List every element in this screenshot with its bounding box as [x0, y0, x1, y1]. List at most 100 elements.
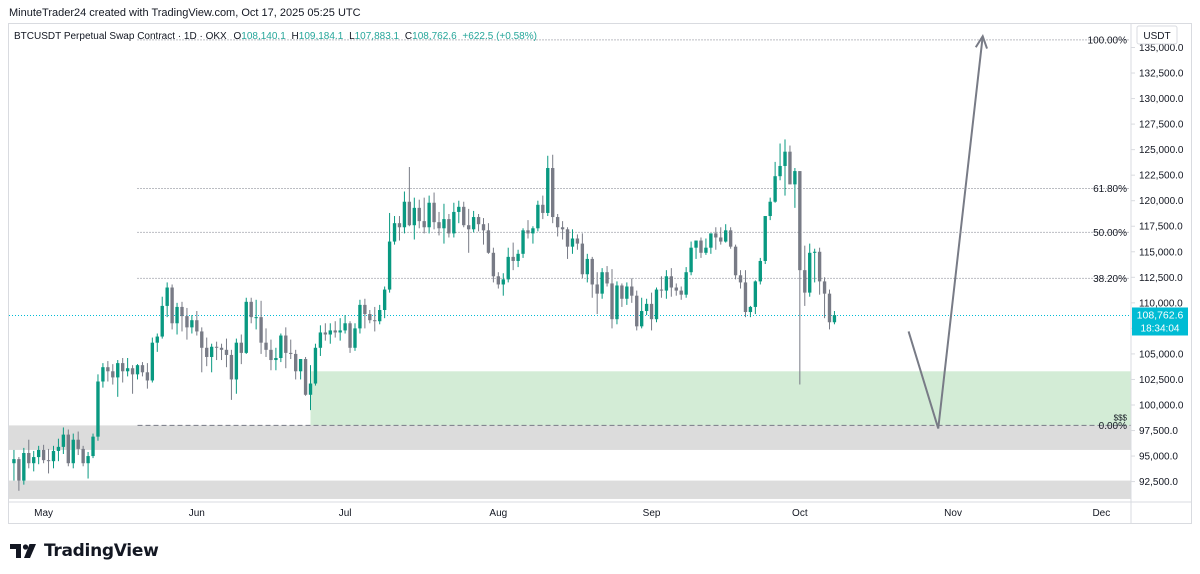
candle-body-38 — [200, 331, 204, 348]
candle-body-99 — [501, 279, 505, 285]
projection-arrowhead — [974, 33, 988, 49]
candle-body-79 — [402, 201, 407, 228]
x-tick-label-4: Sep — [643, 508, 661, 519]
candle-body-141 — [709, 233, 713, 248]
candle-body-117 — [590, 258, 594, 285]
zones-layer — [9, 371, 1132, 499]
candle-body-157 — [788, 151, 792, 185]
price-axis[interactable]: 92,500.0 95,000.0 97,500.0 100,000.0 102,500… — [1131, 43, 1184, 488]
candle-body-6 — [41, 449, 46, 461]
candle-body-107 — [541, 204, 545, 213]
candle-body-164 — [822, 281, 827, 294]
candle-body-19 — [106, 367, 110, 372]
candle-body-111 — [560, 227, 565, 230]
candle-body-58 — [298, 359, 303, 372]
candle-body-106 — [536, 204, 540, 229]
x-tick-label-6: Nov — [944, 508, 962, 519]
candle-body-36 — [190, 320, 194, 328]
candle-body-49 — [254, 317, 258, 319]
current-price-value: 108,762.6 — [1137, 309, 1184, 321]
candle-body-56 — [289, 352, 293, 354]
candle-body-82 — [417, 207, 421, 222]
currency-label: USDT — [1143, 31, 1170, 42]
candle-body-60 — [308, 383, 313, 395]
exchange-label: OKX — [206, 31, 227, 42]
candle-body-70 — [358, 304, 362, 329]
candle-body-155 — [778, 165, 782, 177]
tradingview-brand[interactable]: TradingView — [10, 540, 159, 562]
candle-body-116 — [585, 258, 589, 275]
candle-body-35 — [185, 316, 189, 328]
candle-body-95 — [481, 224, 486, 231]
candle-body-136 — [684, 272, 688, 295]
candle-body-53 — [274, 358, 278, 361]
candle-body-50 — [259, 317, 263, 343]
candle-body-25 — [135, 365, 140, 375]
candle-body-21 — [116, 363, 120, 378]
candle-body-145 — [728, 230, 733, 247]
candle-body-67 — [343, 323, 347, 331]
legend-change: +622.5 (+0.58%) — [462, 31, 537, 42]
candle-body-63 — [323, 332, 328, 335]
x-tick-label-7: Dec — [1092, 508, 1110, 519]
candle-body-15 — [86, 456, 90, 464]
candle-body-27 — [145, 372, 150, 381]
candle-body-124 — [625, 286, 629, 299]
time-axis[interactable]: May Jun Jul Aug Sep Oct Nov Dec — [34, 508, 1110, 519]
candle-body-68 — [348, 323, 352, 348]
y-tick-label-7: 110,000.0 — [1139, 298, 1183, 309]
candle-body-24 — [130, 368, 135, 375]
candle-body-43 — [224, 349, 229, 355]
liquidity-label: $$$ — [1114, 413, 1128, 422]
symbol-name: BTCUSDT Perpetual Swap Contract — [14, 31, 175, 42]
candle-body-126 — [635, 295, 639, 327]
candle-body-122 — [615, 285, 619, 320]
candle-body-118 — [595, 284, 599, 294]
candle-body-74 — [378, 309, 382, 322]
candle-body-119 — [600, 272, 604, 294]
candle-body-100 — [506, 256, 510, 280]
candle-body-161 — [808, 252, 812, 293]
candle-body-42 — [219, 347, 224, 350]
fib-label-4: 0.00% — [1099, 421, 1127, 432]
candle-body-12 — [71, 439, 75, 464]
candle-body-94 — [476, 217, 481, 225]
candle-body-86 — [437, 222, 441, 229]
candle-body-93 — [471, 217, 476, 230]
candle-body-123 — [620, 285, 624, 299]
candle-body-55 — [284, 335, 288, 353]
candle-body-97 — [491, 252, 496, 277]
candle-body-91 — [462, 206, 466, 226]
candle-body-77 — [392, 223, 397, 242]
y-tick-label-10: 117,500.0 — [1139, 222, 1183, 233]
candle-body-166 — [832, 315, 837, 323]
x-tick-label-3: Aug — [489, 508, 507, 519]
candle-body-83 — [422, 221, 426, 228]
candle-body-130 — [654, 289, 659, 320]
y-tick-label-17: 135,000.0 — [1139, 43, 1184, 54]
candle-body-158 — [793, 171, 797, 185]
candle-body-3 — [27, 452, 31, 464]
candle-body-16 — [91, 436, 95, 457]
candle-body-47 — [244, 301, 248, 353]
candle-body-10 — [61, 434, 66, 447]
candle-body-144 — [724, 230, 728, 242]
candle-body-113 — [570, 238, 575, 247]
candle-body-32 — [170, 287, 174, 324]
candle-body-62 — [318, 332, 323, 348]
candle-body-153 — [768, 201, 772, 217]
legend-high: 109,184.1 — [299, 31, 344, 42]
candle-body-112 — [565, 229, 570, 247]
candle-body-54 — [279, 335, 283, 359]
candle-body-147 — [738, 275, 743, 283]
candle-body-51 — [264, 342, 268, 350]
currency-box[interactable] — [1136, 25, 1178, 45]
header-credit: MinuteTrader24 created with TradingView.… — [9, 7, 361, 19]
candle-body-160 — [803, 270, 807, 293]
chart-frame[interactable] — [8, 23, 1192, 524]
candle-body-78 — [397, 223, 402, 228]
gray-zone-2 — [9, 480, 1131, 499]
candle-body-14 — [81, 448, 85, 464]
candle-body-114 — [575, 238, 580, 244]
